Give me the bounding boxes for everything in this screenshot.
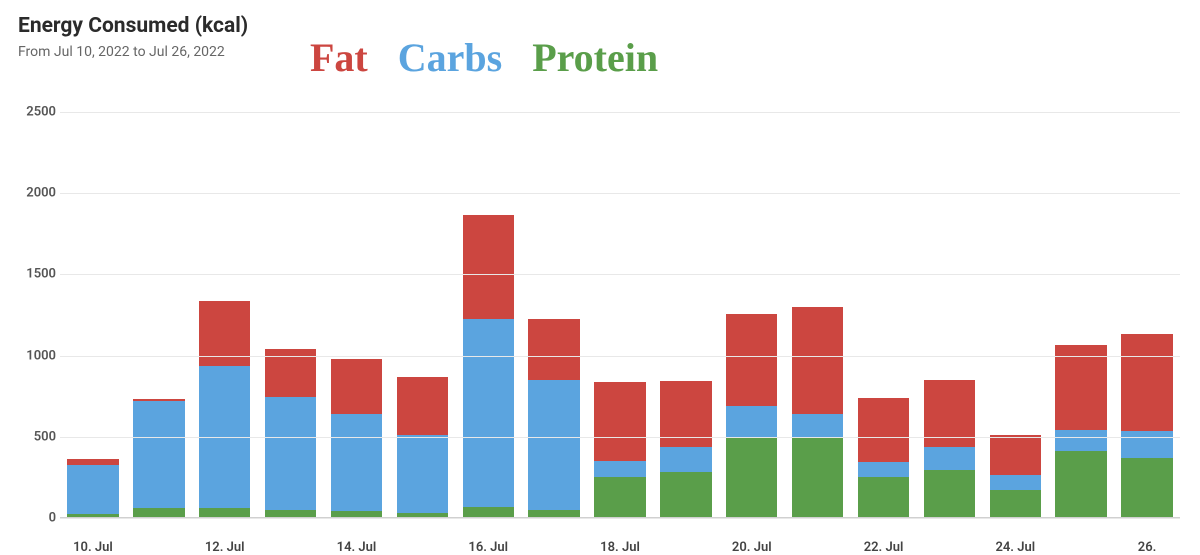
segment-carbs	[858, 462, 909, 477]
bar-18.jul	[594, 283, 645, 517]
segment-carbs	[133, 401, 184, 508]
segment-protein	[792, 437, 843, 517]
segment-protein	[265, 510, 316, 517]
bar-22.jul	[858, 298, 909, 518]
legend-carbs: Carbs	[398, 34, 502, 81]
segment-fat	[528, 319, 579, 380]
segment-carbs	[924, 447, 975, 470]
segment-protein	[463, 507, 514, 517]
x-axis-label: 12. Jul	[205, 540, 245, 555]
segment-carbs	[792, 414, 843, 437]
gridline	[60, 193, 1180, 194]
segment-carbs	[67, 465, 118, 514]
segment-carbs	[726, 406, 777, 437]
bar-25.jul	[1055, 253, 1106, 517]
segment-protein	[594, 477, 645, 517]
segment-fat	[858, 398, 909, 462]
segment-protein	[660, 472, 711, 517]
gridline	[60, 274, 1180, 275]
bar-11.jul	[133, 298, 184, 517]
segment-protein	[858, 477, 909, 517]
segment-carbs	[397, 435, 448, 513]
segment-fat	[726, 314, 777, 406]
bar-21.jul	[792, 225, 843, 517]
bar-10.jul	[67, 363, 118, 517]
x-axis-label: 18. Jul	[600, 540, 640, 555]
segment-carbs	[660, 447, 711, 473]
segment-protein	[990, 490, 1041, 517]
segment-fat	[1121, 334, 1172, 431]
y-axis-label: 1500	[16, 267, 56, 282]
segment-fat	[594, 382, 645, 461]
bar-17.jul	[528, 234, 579, 518]
gridline	[60, 437, 1180, 438]
bar-26.jul	[1121, 245, 1172, 517]
segment-protein	[1055, 451, 1106, 517]
segment-protein	[726, 437, 777, 517]
y-axis-label: 500	[16, 429, 56, 444]
x-axis-label: 22. Jul	[864, 540, 904, 555]
segment-carbs	[528, 380, 579, 510]
segment-carbs	[463, 319, 514, 507]
segment-protein	[397, 513, 448, 517]
x-axis-label: 26.	[1138, 540, 1157, 555]
segment-carbs	[1121, 431, 1172, 458]
bar-24.jul	[990, 335, 1041, 517]
legend-protein: Protein	[532, 34, 658, 81]
segment-carbs	[331, 414, 382, 511]
bar-16.jul	[463, 167, 514, 517]
gridline	[60, 518, 1180, 519]
bars-layer	[60, 112, 1180, 517]
segment-fat	[397, 377, 448, 435]
x-axis-label: 20. Jul	[732, 540, 772, 555]
bar-12.jul	[199, 221, 250, 517]
segment-protein	[133, 508, 184, 517]
plot-area: 05001000150020002500	[60, 112, 1180, 518]
segment-protein	[199, 508, 250, 517]
x-axis-label: 16. Jul	[468, 540, 508, 555]
segment-fat	[1055, 345, 1106, 430]
gridline	[60, 356, 1180, 357]
y-axis-label: 2500	[16, 105, 56, 120]
x-axis-label: 14. Jul	[337, 540, 377, 555]
segment-protein	[1121, 458, 1172, 517]
segment-carbs	[1055, 430, 1106, 451]
bar-14.jul	[331, 264, 382, 517]
bar-13.jul	[265, 256, 316, 517]
segment-fat	[990, 435, 1041, 475]
segment-carbs	[265, 397, 316, 510]
bar-15.jul	[397, 279, 448, 517]
chart-header: Energy Consumed (kcal) From Jul 10, 2022…	[18, 14, 248, 60]
legend-fat: Fat	[310, 34, 368, 81]
x-axis-label: 24. Jul	[995, 540, 1035, 555]
segment-fat	[463, 215, 514, 319]
segment-protein	[67, 514, 118, 517]
chart-title: Energy Consumed (kcal)	[18, 14, 248, 38]
y-axis-label: 0	[16, 511, 56, 526]
segment-protein	[528, 510, 579, 517]
bar-19.jul	[660, 282, 711, 517]
legend-handwritten: Fat Carbs Protein	[310, 34, 658, 81]
chart-subtitle: From Jul 10, 2022 to Jul 26, 2022	[18, 44, 248, 60]
bar-23.jul	[924, 281, 975, 517]
segment-carbs	[594, 461, 645, 477]
chart-container: Energy Consumed (kcal) From Jul 10, 2022…	[0, 0, 1200, 546]
gridline	[60, 112, 1180, 113]
segment-fat	[792, 307, 843, 414]
y-axis-label: 2000	[16, 186, 56, 201]
segment-protein	[924, 470, 975, 517]
bar-20.jul	[726, 230, 777, 517]
y-axis-label: 1000	[16, 348, 56, 363]
segment-fat	[331, 359, 382, 414]
segment-carbs	[990, 475, 1041, 490]
segment-protein	[331, 511, 382, 517]
x-axis-label: 10. Jul	[73, 540, 113, 555]
